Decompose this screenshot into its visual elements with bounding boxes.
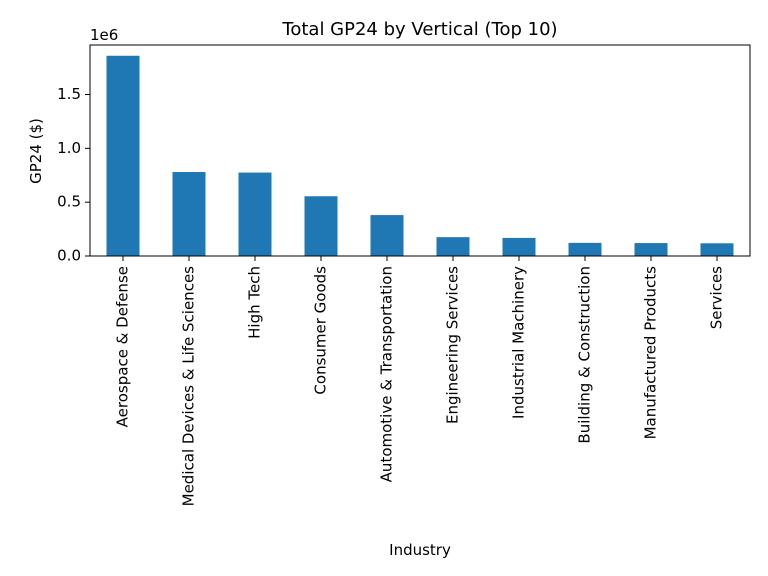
y-tick-label: 0.0 (57, 247, 81, 265)
x-tick-label: Manufactured Products (642, 266, 660, 440)
bars-group (106, 55, 734, 256)
y-scale-label: 1e6 (90, 26, 118, 44)
bar (370, 215, 404, 256)
x-ticks-group: Aerospace & Defense Medical Devices & Lif… (114, 256, 726, 506)
y-tick-label: 0.5 (57, 193, 81, 211)
bar (700, 243, 734, 256)
x-tick-label: Medical Devices & Life Sciences (180, 266, 198, 507)
bar (238, 172, 272, 256)
x-tick-label: Consumer Goods (312, 266, 330, 395)
y-ticks-group: 0.0 0.5 1.0 1.5 (57, 85, 90, 265)
bar (502, 237, 536, 256)
bar (568, 242, 602, 256)
x-tick-label: Industrial Machinery (510, 266, 528, 419)
x-tick-label: High Tech (246, 266, 264, 339)
x-tick-label: Services (708, 266, 726, 329)
x-axis-label: Industry (389, 541, 451, 559)
bar (436, 237, 470, 256)
bar (106, 55, 140, 256)
y-tick-label: 1.5 (57, 85, 81, 103)
y-axis-label: GP24 ($) (27, 118, 45, 184)
bar (172, 172, 206, 256)
x-tick-label: Building & Construction (576, 266, 594, 444)
x-tick-label: Engineering Services (444, 266, 462, 424)
x-tick-label: Automotive & Transportation (378, 266, 396, 482)
x-tick-label: Aerospace & Defense (114, 266, 132, 427)
bar (634, 243, 668, 256)
chart-title: Total GP24 by Vertical (Top 10) (281, 19, 557, 40)
plot-frame (89, 44, 751, 257)
bar (304, 196, 338, 256)
y-tick-label: 1.0 (57, 139, 81, 157)
